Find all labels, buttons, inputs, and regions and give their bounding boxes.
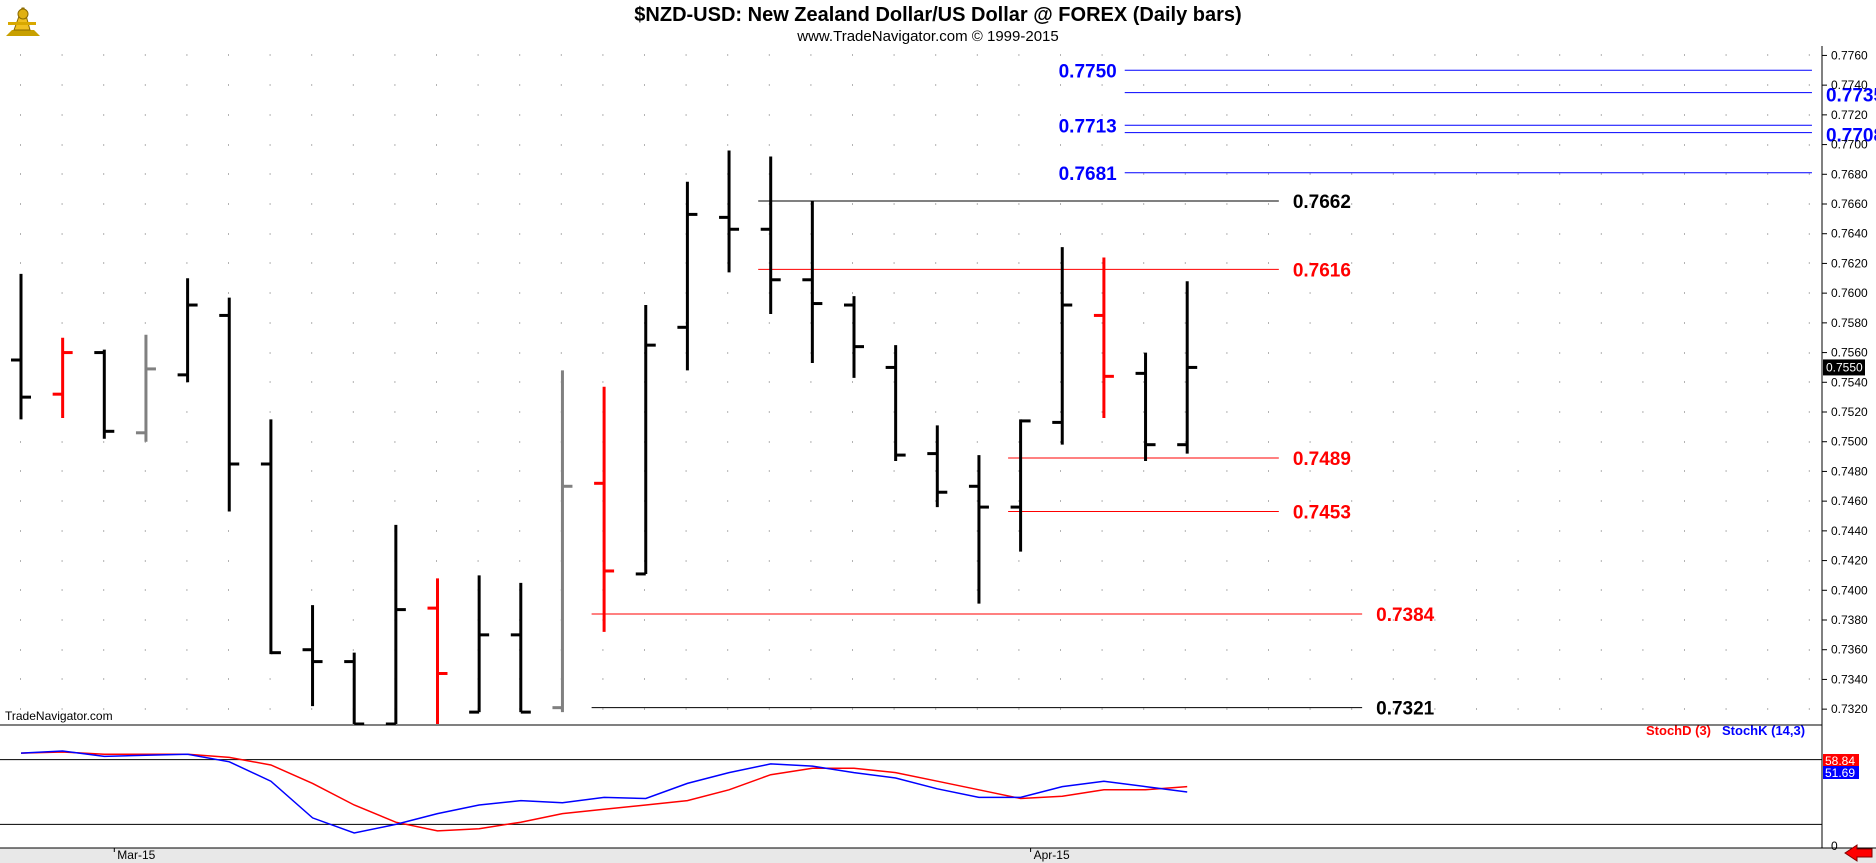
ohlc-bar bbox=[968, 455, 989, 604]
level-label: 0.7681 bbox=[1059, 164, 1118, 185]
chart-subtitle: www.TradeNavigator.com © 1999-2015 bbox=[796, 28, 1058, 45]
stoch-legend-entry: StochD (3) bbox=[1646, 723, 1711, 738]
y-tick-label: 0.7520 bbox=[1831, 405, 1868, 419]
level-label: 0.7735 bbox=[1826, 86, 1876, 107]
scroll-left-arrow-icon[interactable] bbox=[1844, 844, 1873, 862]
y-tick-label: 0.7660 bbox=[1831, 197, 1868, 211]
ohlc-bar bbox=[177, 278, 198, 383]
y-tick-label: 0.7480 bbox=[1831, 464, 1868, 478]
ohlc-bar bbox=[635, 305, 656, 576]
level-label: 0.7713 bbox=[1059, 116, 1117, 137]
ohlc-bar bbox=[427, 578, 448, 724]
y-tick-label: 0.7320 bbox=[1831, 702, 1868, 716]
level-label: 0.7750 bbox=[1059, 61, 1117, 82]
y-tick-label: 0.7680 bbox=[1831, 167, 1868, 181]
ohlc-bar bbox=[344, 652, 365, 726]
stoch-value-badge bbox=[1823, 766, 1859, 779]
ohlc-bar bbox=[11, 273, 31, 420]
level-label: 0.7321 bbox=[1376, 699, 1435, 720]
y-tick-label: 0.7700 bbox=[1831, 138, 1868, 152]
level-label: 0.7616 bbox=[1293, 260, 1351, 281]
level-label: 0.7708 bbox=[1826, 126, 1876, 147]
y-tick-label: 0.7400 bbox=[1831, 583, 1868, 597]
y-tick-label: 0.7420 bbox=[1831, 554, 1868, 568]
ohlc-bar bbox=[885, 345, 906, 462]
y-tick-label: 0.7440 bbox=[1831, 524, 1868, 538]
ohlc-bar bbox=[844, 296, 864, 378]
y-tick-label: 0.7560 bbox=[1831, 346, 1868, 360]
ohlc-bar bbox=[594, 386, 615, 632]
y-tick-label: 0.7540 bbox=[1831, 375, 1868, 389]
ohlc-bar bbox=[552, 370, 573, 713]
y-tick-label: 0.7460 bbox=[1831, 494, 1868, 508]
level-label: 0.7384 bbox=[1376, 605, 1435, 626]
stoch-value-label: 51.69 bbox=[1825, 766, 1855, 780]
ohlc-bar bbox=[1010, 419, 1031, 552]
last-price-box bbox=[1823, 359, 1865, 376]
ohlc-bar bbox=[760, 156, 781, 314]
y-tick-label: 0.7620 bbox=[1831, 256, 1868, 270]
stoch-value-badge bbox=[1823, 754, 1859, 767]
ohlc-bar bbox=[135, 334, 156, 442]
ohlc-bar bbox=[219, 297, 240, 512]
y-tick-label: 0.7380 bbox=[1831, 613, 1868, 627]
level-label: 0.7489 bbox=[1293, 449, 1351, 470]
price-axis: 0.7320 0.7340 0.7360 0.7380 0.7400 0.7420 0.74… bbox=[1822, 48, 1868, 716]
y-tick-label: 0.7600 bbox=[1831, 286, 1868, 300]
stoch-y-tick-label: 0 bbox=[1831, 839, 1838, 853]
y-tick-label: 0.7740 bbox=[1831, 78, 1868, 92]
ohlc-bar bbox=[1052, 247, 1073, 445]
ohlc-bar bbox=[94, 349, 115, 439]
logo-icon bbox=[6, 7, 40, 36]
stoch-series-line bbox=[20, 750, 1188, 834]
ohlc-bar bbox=[52, 337, 73, 418]
y-tick-label: 0.7360 bbox=[1831, 643, 1868, 657]
ohlc-bar bbox=[719, 150, 740, 273]
x-tick-label: Mar-15 bbox=[117, 848, 155, 862]
y-tick-label: 0.7580 bbox=[1831, 316, 1868, 330]
last-price-label: 0.7550 bbox=[1826, 360, 1863, 374]
ohlc-bar bbox=[302, 605, 323, 707]
level-label: 0.7453 bbox=[1293, 503, 1351, 524]
x-tick-label: Apr-15 bbox=[1034, 848, 1070, 862]
ohlc-bar bbox=[260, 419, 281, 655]
ohlc-bar bbox=[927, 425, 948, 508]
ohlc-bar bbox=[1177, 281, 1198, 454]
grid-dots bbox=[20, 54, 1810, 710]
stoch-legend-entry: StochK (14,3) bbox=[1722, 723, 1805, 738]
date-axis: Mar-15 Apr-15 bbox=[113, 848, 1070, 862]
ohlc-bar bbox=[385, 524, 406, 726]
price-levels: 0.7750 0.7735 0.7713 0.7708 0.7681 0.7662 0.76… bbox=[591, 61, 1876, 720]
grid-dots-path bbox=[20, 54, 1810, 710]
price-bars bbox=[11, 150, 1198, 726]
ohlc-bar bbox=[677, 181, 698, 371]
level-label: 0.7662 bbox=[1293, 192, 1351, 213]
y-tick-label: 0.7340 bbox=[1831, 672, 1868, 686]
y-tick-label: 0.7760 bbox=[1831, 48, 1868, 62]
stoch-series-line bbox=[20, 751, 1188, 832]
y-tick-label: 0.7500 bbox=[1831, 435, 1868, 449]
ohlc-bar bbox=[469, 575, 490, 714]
watermark: TradeNavigator.com bbox=[5, 709, 113, 723]
y-tick-label: 0.7720 bbox=[1831, 108, 1868, 122]
ohlc-bar bbox=[1093, 257, 1114, 418]
stoch-value-label: 58.84 bbox=[1825, 754, 1855, 768]
header-band bbox=[0, 0, 1876, 46]
ohlc-bar bbox=[510, 582, 531, 714]
ohlc-bar bbox=[802, 201, 823, 363]
y-tick-label: 0.7640 bbox=[1831, 227, 1868, 241]
chart-title: $NZD-USD: New Zealand Dollar/US Dollar @… bbox=[634, 4, 1241, 26]
ohlc-bar bbox=[1135, 352, 1156, 462]
date-band bbox=[0, 848, 1876, 863]
